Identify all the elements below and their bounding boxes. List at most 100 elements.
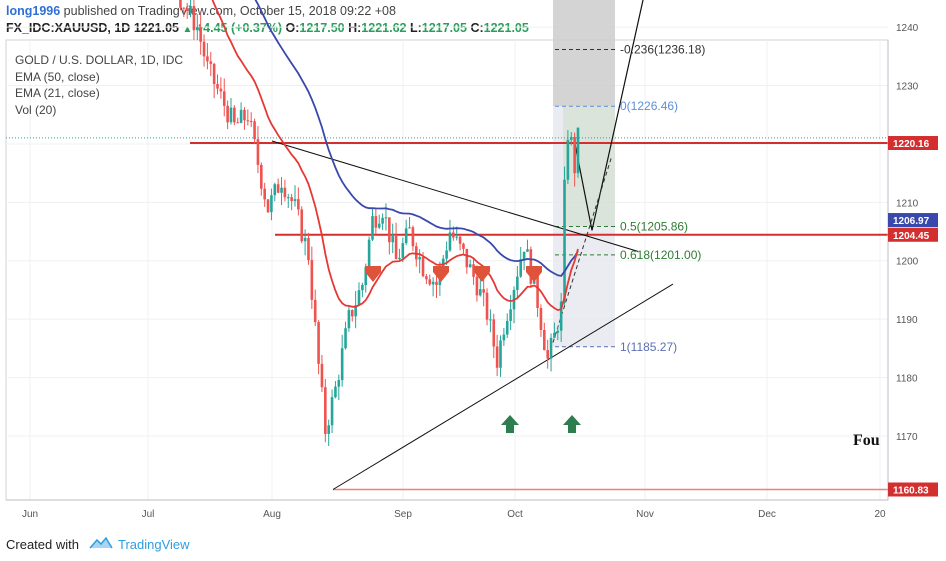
fib-labels: -0.618(1251.91)-0.236(1236.18)0(1226.46)… [620, 42, 705, 353]
candle-body [411, 227, 415, 247]
price-change: +4.45 (+0.37%) [195, 21, 283, 35]
candle-body [516, 276, 519, 290]
candle-body [327, 425, 330, 434]
price-tag [888, 136, 938, 151]
candle-body [384, 217, 388, 219]
y-tick-label: 1170 [896, 432, 918, 443]
price-tag [888, 482, 938, 497]
tradingview-logo-icon[interactable] [88, 535, 114, 551]
candle-body [445, 250, 448, 259]
candle-body [253, 121, 256, 140]
candle-body [435, 281, 438, 286]
fib-level-label: 0(1226.46) [620, 99, 678, 113]
candle-body [462, 243, 465, 249]
candle-body [350, 310, 354, 317]
candle-body [388, 217, 391, 243]
candle-body [452, 232, 455, 238]
candle-body [569, 137, 573, 140]
candle-body [280, 187, 283, 193]
candle-body [546, 350, 549, 359]
candle-body [317, 322, 320, 364]
sell-arrow-icon [526, 266, 542, 282]
candle-body [499, 340, 502, 368]
projection-dashed-line [552, 155, 613, 343]
candle-body [431, 281, 435, 285]
x-tick-label: Dec [758, 509, 776, 520]
y-tick-label: 1230 [896, 82, 919, 93]
publish-line: long1996 published on TradingView.com, O… [6, 4, 396, 18]
candle-body [344, 328, 347, 349]
legend-title: GOLD / U.S. DOLLAR, 1D, IDC [15, 53, 184, 67]
candle-body [536, 275, 539, 309]
candle-body [256, 139, 260, 165]
candle-body [313, 299, 317, 323]
candle-body [354, 305, 357, 317]
candle-body [357, 290, 361, 306]
candle-body [260, 164, 263, 189]
y-tick-label: 1190 [896, 315, 918, 326]
projection-path [574, 0, 644, 231]
candle-body [502, 334, 506, 341]
candle-body [566, 139, 570, 180]
candle-body [576, 127, 580, 174]
candle-body [465, 248, 469, 268]
candle-body [361, 284, 364, 291]
candle-body [391, 236, 395, 243]
candle-body [307, 237, 310, 261]
candle-body [249, 120, 253, 122]
high-value: 1221.62 [361, 21, 407, 35]
legend-vol: Vol (20) [15, 102, 57, 117]
candle-body [468, 264, 472, 268]
candle-body [243, 109, 246, 121]
fib-zone-upper [553, 0, 615, 107]
price-tag-label: 1206.97 [893, 216, 930, 227]
candle-body [273, 184, 277, 196]
price-tag [888, 213, 938, 228]
candle-body [394, 236, 398, 260]
x-tick-label: Jul [142, 509, 155, 520]
price-tag-label: 1220.16 [893, 139, 930, 150]
candle-body [367, 239, 371, 268]
fib-level-label: 0.5(1205.86) [620, 220, 688, 234]
candle-body [519, 259, 523, 277]
x-tick-label: 20 [874, 509, 886, 520]
low-value: 1217.05 [421, 21, 467, 35]
candle-body [495, 346, 499, 368]
y-tick-label: 1240 [896, 23, 919, 34]
candle-body [482, 289, 485, 293]
candle-body [553, 332, 556, 338]
candle-body [573, 137, 576, 174]
candle-body [222, 91, 226, 106]
price-tag [888, 227, 938, 242]
candle-body [195, 27, 199, 31]
price-tag-label: 1160.83 [893, 486, 929, 497]
candle-body [212, 63, 216, 85]
candle-body [340, 348, 344, 381]
candle-body [283, 187, 287, 198]
candle-body [334, 386, 337, 398]
open-label: O: [285, 21, 300, 35]
buy-arrow-icon [501, 415, 519, 433]
candle-body [401, 243, 405, 258]
price-chart[interactable]: -0.618(1251.91)-0.236(1236.18)0(1226.46)… [0, 0, 946, 528]
candle-body [509, 309, 512, 321]
low-label: L: [409, 21, 422, 35]
candle-body [472, 264, 475, 277]
candle-body [192, 5, 196, 31]
candle-body [381, 217, 384, 224]
triangle-lower-line [332, 283, 674, 490]
author-link[interactable]: long1996 [6, 4, 61, 18]
candle-body [266, 199, 270, 213]
published-text: published on TradingView.com, October 15… [60, 4, 396, 18]
candle-body [185, 8, 189, 12]
candle-body [421, 257, 425, 277]
tradingview-brand-link[interactable]: TradingView [118, 537, 190, 552]
candle-body [300, 209, 304, 242]
price-tag-label: 1204.45 [893, 231, 930, 242]
annotations: 1246Fou [853, 432, 880, 449]
candle-body [236, 122, 240, 124]
candle-body [563, 179, 566, 302]
candle-body [216, 84, 219, 89]
symbol-label[interactable]: FX_IDC:XAUUSD, 1D [6, 21, 131, 35]
candle-body [189, 5, 192, 12]
